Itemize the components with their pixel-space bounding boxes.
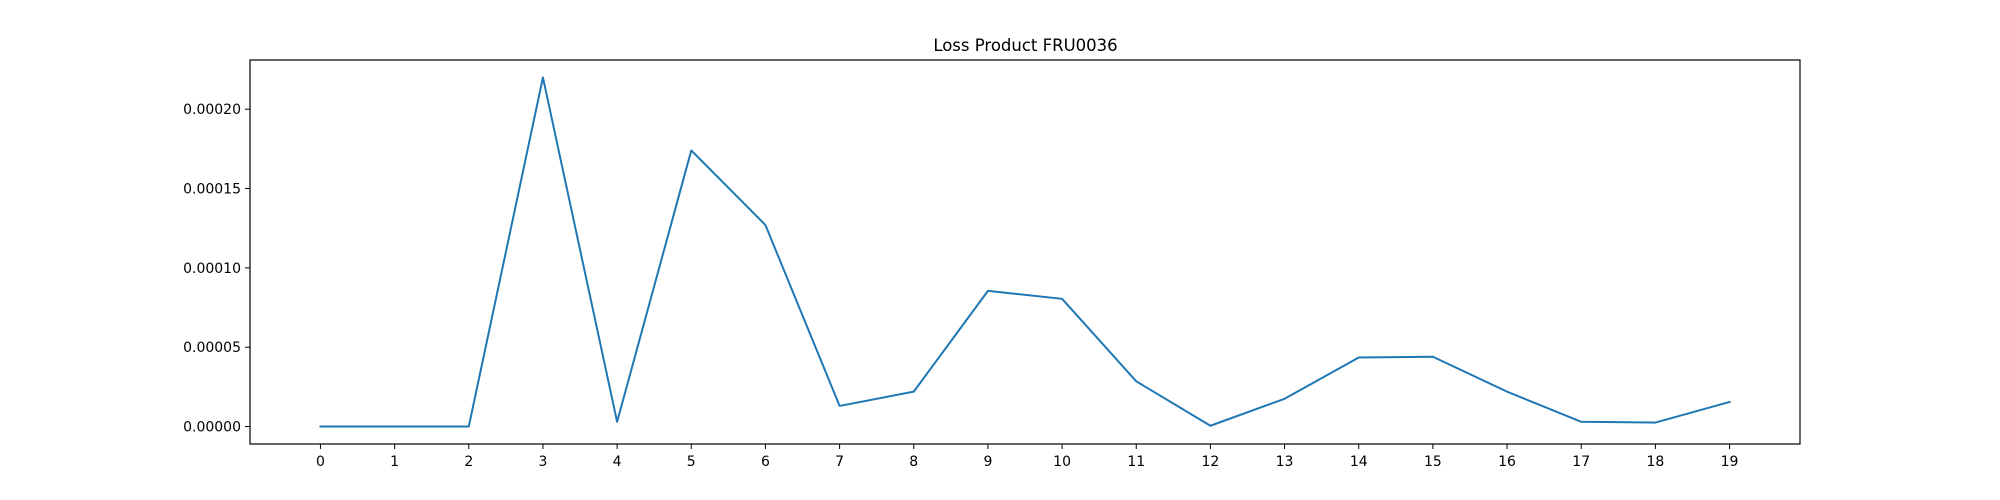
x-tick-label: 4 — [613, 454, 622, 470]
data-point — [1283, 397, 1287, 401]
y-tick-label: 0.00000 — [183, 420, 241, 436]
data-point — [912, 390, 916, 394]
x-tick-label: 19 — [1721, 454, 1739, 470]
axes-frame — [249, 59, 1801, 445]
x-tick-label: 15 — [1424, 454, 1442, 470]
x-tick-label: 17 — [1572, 454, 1590, 470]
x-tick-label: 10 — [1053, 454, 1071, 470]
x-tick-label: 9 — [983, 454, 992, 470]
data-point — [1653, 421, 1657, 425]
y-tick-label: 0.00020 — [183, 102, 241, 118]
data-point — [1728, 400, 1732, 404]
data-point — [1208, 424, 1212, 428]
x-tick-label: 8 — [909, 454, 918, 470]
x-tick-label: 2 — [464, 454, 473, 470]
chart-title: Loss Product FRU0036 — [933, 36, 1117, 55]
x-tick-label: 3 — [538, 454, 547, 470]
data-point — [393, 425, 397, 429]
data-point — [541, 75, 545, 79]
x-tick-label: 0 — [316, 454, 325, 470]
data-point — [689, 148, 693, 152]
x-tick-label: 18 — [1646, 454, 1664, 470]
series-line-loss — [319, 76, 1731, 428]
x-tick-label: 14 — [1350, 454, 1368, 470]
x-tick-label: 5 — [687, 454, 696, 470]
data-point — [318, 425, 322, 429]
data-point — [1579, 420, 1583, 424]
x-tick-label: 1 — [390, 454, 399, 470]
x-tick-label: 16 — [1498, 454, 1516, 470]
y-tick-label: 0.00010 — [183, 261, 241, 277]
plot-area: 0 1 2 3 4 5 6 7 8 9 10 11 12 13 14 15 16 17 18 190.000000.0… — [183, 59, 1801, 470]
data-point — [763, 223, 767, 227]
x-tick-label: 7 — [835, 454, 844, 470]
y-tick-label: 0.00015 — [183, 182, 241, 198]
data-point — [1357, 356, 1361, 360]
data-point — [467, 425, 471, 429]
data-point — [838, 404, 842, 408]
data-point — [1134, 379, 1138, 383]
data-point — [986, 289, 990, 293]
x-tick-label: 12 — [1201, 454, 1219, 470]
x-tick-label: 11 — [1127, 454, 1145, 470]
x-tick-label: 13 — [1276, 454, 1294, 470]
x-tick-label: 6 — [761, 454, 770, 470]
data-point — [1505, 390, 1509, 394]
data-point — [615, 420, 619, 424]
data-point — [1431, 355, 1435, 359]
data-point — [1060, 297, 1064, 301]
y-tick-label: 0.00005 — [183, 340, 241, 356]
